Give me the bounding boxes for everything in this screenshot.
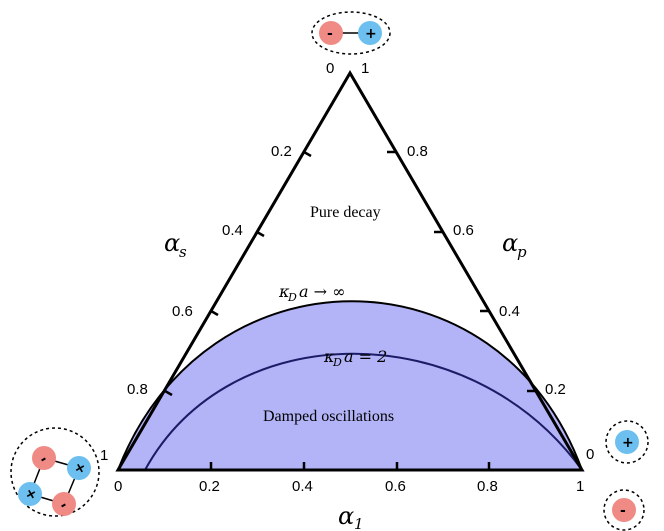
bottom-tick-0: 0: [114, 478, 122, 495]
svg-text:p: p: [517, 243, 527, 261]
svg-text:+: +: [622, 435, 634, 451]
left-ticks: [164, 150, 312, 397]
right-ticks: [387, 150, 536, 393]
svg-text:α: α: [164, 229, 180, 257]
axis-alpha-p: α p: [502, 229, 527, 261]
svg-text:-: -: [327, 26, 333, 42]
apex-left-one-label: 1: [100, 447, 108, 464]
ion-pair-icon: - +: [311, 11, 391, 55]
outer-curve-label: κ D a → ∞: [278, 282, 345, 304]
damped-region: [118, 301, 582, 470]
right-tick-08: 0.8: [407, 143, 428, 160]
svg-text:D: D: [287, 291, 297, 304]
left-tick-02: 0.2: [271, 143, 292, 160]
bottom-tick-06: 0.6: [385, 478, 406, 495]
inner-curve: [144, 352, 583, 471]
axis-alpha-1: α 1: [338, 502, 364, 531]
svg-text:α: α: [338, 502, 354, 530]
svg-text:D: D: [332, 356, 342, 369]
svg-text:-: -: [620, 503, 626, 519]
left-tick-06: 0.6: [172, 303, 193, 320]
right-tick-02: 0.2: [545, 381, 566, 398]
ion-cluster-icon: - + + -: [10, 427, 100, 517]
right-tick-04: 0.4: [499, 303, 520, 320]
svg-text:s: s: [179, 243, 187, 261]
bottom-tick-02: 0.2: [199, 478, 220, 495]
apex-right-zero-label: 0: [586, 446, 594, 463]
axis-alpha-s: α s: [164, 229, 187, 261]
svg-text:a = 2: a = 2: [344, 347, 387, 366]
right-tick-06: 0.6: [453, 222, 474, 239]
left-tick-08: 0.8: [127, 381, 148, 398]
pure-decay-label: Pure decay: [310, 204, 381, 221]
bottom-tick-04: 0.4: [292, 478, 313, 495]
svg-text:1: 1: [354, 515, 364, 531]
bottom-tick-1: 1: [576, 478, 584, 495]
cation-icon: +: [605, 420, 649, 464]
triangle-frame: [115, 70, 585, 472]
svg-text:κ: κ: [323, 347, 335, 366]
apex-top-left-label: 0: [326, 60, 334, 77]
svg-text:+: +: [365, 26, 377, 42]
bottom-tick-08: 0.8: [477, 478, 498, 495]
svg-text:α: α: [502, 229, 518, 257]
anion-icon: -: [603, 489, 645, 531]
inner-curve-label: κ D a = 2: [323, 347, 387, 369]
svg-text:a → ∞: a → ∞: [299, 282, 345, 301]
svg-text:κ: κ: [278, 282, 290, 301]
left-tick-04: 0.4: [222, 222, 243, 239]
bottom-ticks: [209, 462, 491, 470]
apex-top-right-label: 1: [361, 60, 369, 77]
damped-oscillations-label: Damped oscillations: [263, 408, 394, 425]
